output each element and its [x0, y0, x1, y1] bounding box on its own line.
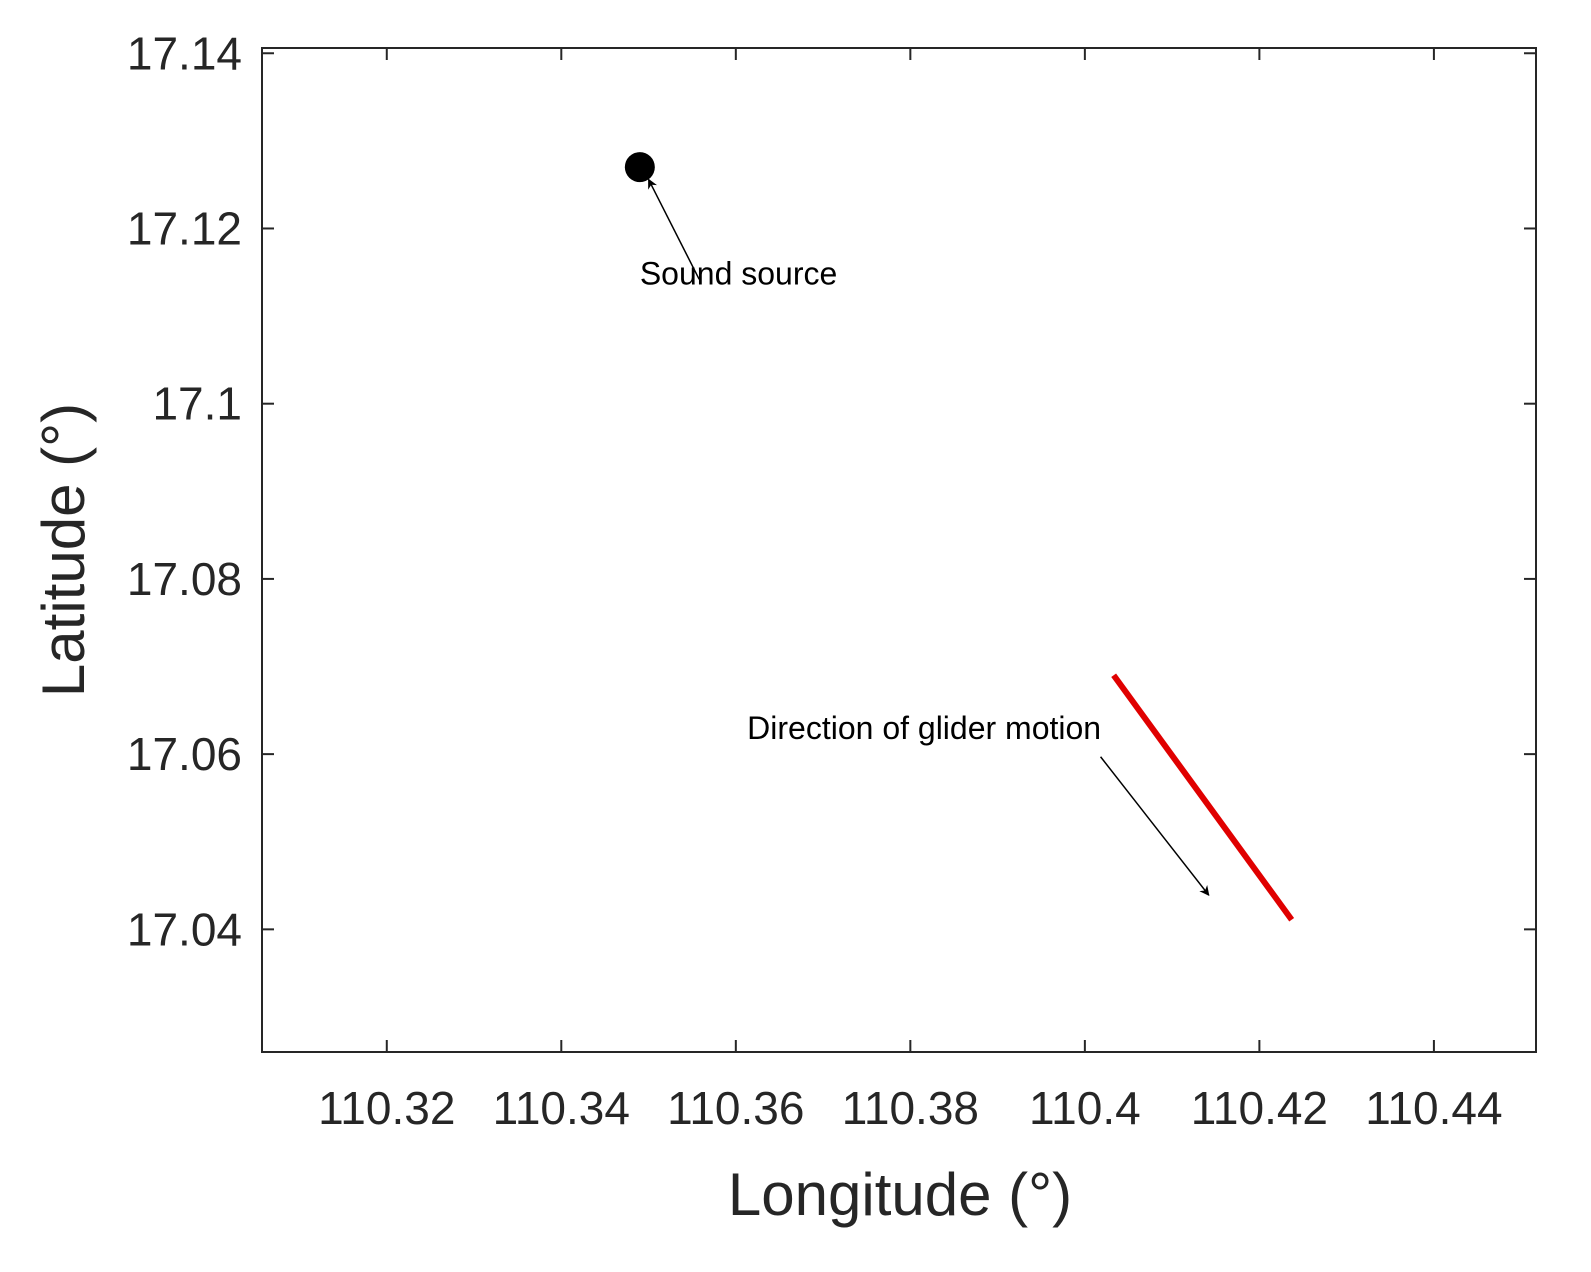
x-tick-label: 110.34 [493, 1082, 630, 1134]
annotation-arrow [1099, 756, 1210, 896]
x-tick-label: 110.32 [318, 1082, 455, 1134]
y-tick-label: 17.1 [152, 378, 242, 430]
plot-area [261, 47, 1537, 1053]
y-tick-label: 17.08 [127, 553, 242, 605]
y-tick-label: 17.12 [127, 202, 242, 254]
x-tick-label: 110.36 [667, 1082, 804, 1134]
x-tick-label: 110.4 [1029, 1082, 1141, 1134]
ticks: 110.32 110.34 110.36 110.38 110.4 110.42 110.4… [127, 27, 1536, 1134]
y-tick-label: 17.04 [127, 903, 242, 955]
y-tick-label: 17.06 [127, 728, 242, 780]
glider-track-line [1111, 673, 1295, 922]
x-tick-label: 110.42 [1191, 1082, 1328, 1134]
data-marks [624, 152, 1295, 922]
annotation-label: Direction of glider motion [747, 710, 1101, 746]
x-tick-label: 110.38 [842, 1082, 979, 1134]
annotation-label: Sound source [640, 256, 837, 292]
annotation-arrow [647, 178, 700, 280]
y-axis-label: Latitude (°) [30, 403, 97, 697]
annotations: Sound source Direction of glider motion [640, 178, 1210, 896]
axes-box [261, 47, 1537, 1053]
sound-source-point [624, 152, 655, 183]
x-tick-label: 110.44 [1365, 1082, 1502, 1134]
x-axis-label: Longitude (°) [728, 1161, 1072, 1228]
y-tick-label: 17.14 [127, 27, 242, 79]
